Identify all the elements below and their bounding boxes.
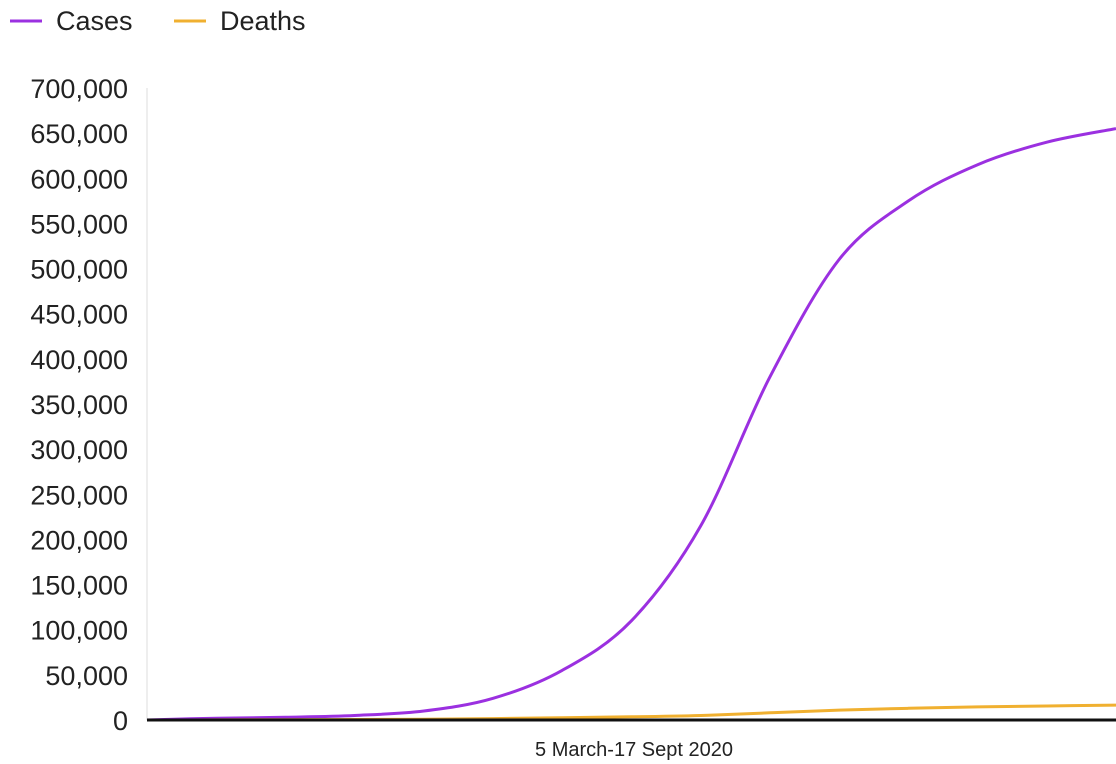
y-tick-label: 600,000 [30,164,128,194]
legend: Cases Deaths [10,6,306,36]
y-tick-label: 100,000 [30,616,128,646]
y-tick-label: 650,000 [30,119,128,149]
legend-label-deaths: Deaths [220,6,306,36]
y-tick-label: 500,000 [30,255,128,285]
y-tick-label: 300,000 [30,435,128,465]
y-tick-label: 150,000 [30,571,128,601]
y-axis-ticks: 0 50,000 100,000 150,000 200,000 250,000 300,0… [30,74,128,736]
y-tick-label: 350,000 [30,390,128,420]
y-tick-label: 550,000 [30,209,128,239]
y-tick-label: 200,000 [30,525,128,555]
series-layer [146,127,1116,722]
series-line-cases [146,127,1116,722]
y-tick-label: 50,000 [45,661,128,691]
y-tick-label: 450,000 [30,300,128,330]
y-tick-label: 700,000 [30,74,128,104]
y-tick-label: 400,000 [30,345,128,375]
y-tick-label: 0 [113,706,128,736]
legend-label-cases: Cases [56,6,133,36]
x-axis-label: 5 March-17 Sept 2020 [535,739,733,761]
y-tick-label: 250,000 [30,480,128,510]
